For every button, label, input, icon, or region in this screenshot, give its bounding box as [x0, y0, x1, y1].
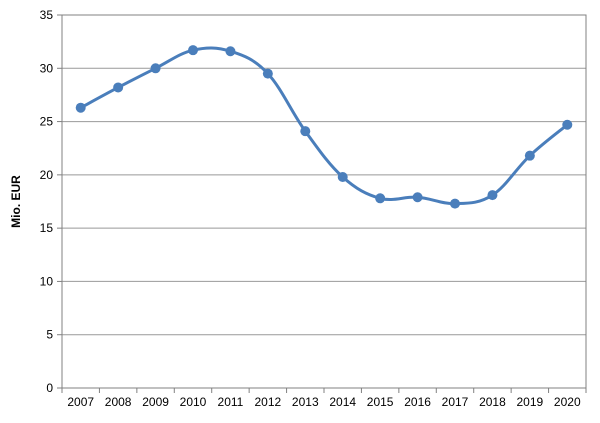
x-tick-label-2008: 2008 [105, 395, 132, 409]
data-point-2018 [487, 190, 498, 201]
y-tick-label-20: 20 [40, 168, 54, 182]
data-point-2009 [150, 63, 161, 74]
data-point-2012 [262, 68, 273, 79]
data-point-2020 [562, 119, 573, 130]
data-point-2019 [524, 150, 535, 161]
x-tick-label-2015: 2015 [367, 395, 394, 409]
data-point-2017 [450, 198, 460, 209]
y-axis-label: Mio. EUR [9, 175, 23, 228]
data-point-2014 [337, 171, 348, 182]
series-group [75, 45, 573, 209]
y-tick-label-25: 25 [40, 115, 54, 129]
x-tick-label-2019: 2019 [517, 395, 544, 409]
data-point-2007 [75, 102, 86, 113]
y-tick-label-5: 5 [46, 328, 53, 342]
y-tick-label-10: 10 [40, 274, 54, 288]
x-tick-label-2014: 2014 [329, 395, 356, 409]
y-tick-label-30: 30 [40, 61, 54, 75]
plot-frame [61, 14, 587, 389]
data-point-2011 [225, 46, 236, 57]
x-tick-label-2016: 2016 [404, 395, 431, 409]
x-tick-label-2017: 2017 [442, 395, 469, 409]
data-point-2010 [188, 45, 198, 56]
x-axis-ticks: 2007 2008 2009 2010 2011 2012 2013 2014 2015 2016… [61, 388, 587, 409]
data-point-2016 [412, 192, 423, 203]
y-tick-label-15: 15 [40, 221, 54, 235]
x-tick-label-2007: 2007 [67, 395, 94, 409]
x-tick-label-2013: 2013 [292, 395, 319, 409]
x-tick-label-2012: 2012 [255, 395, 282, 409]
y-tick-label-0: 0 [46, 381, 53, 395]
x-tick-label-2020: 2020 [554, 395, 581, 409]
y-axis-ticks: 0 5 10 15 20 25 30 35 [40, 8, 62, 395]
x-tick-label-2010: 2010 [180, 395, 207, 409]
data-point-2013 [300, 126, 311, 137]
x-tick-label-2018: 2018 [479, 395, 506, 409]
x-tick-label-2011: 2011 [218, 395, 244, 409]
data-point-2015 [375, 193, 386, 204]
x-tick-label-2009: 2009 [142, 395, 169, 409]
gridlines [62, 14, 586, 336]
data-point-2008 [113, 82, 124, 93]
y-tick-label-35: 35 [40, 8, 54, 22]
